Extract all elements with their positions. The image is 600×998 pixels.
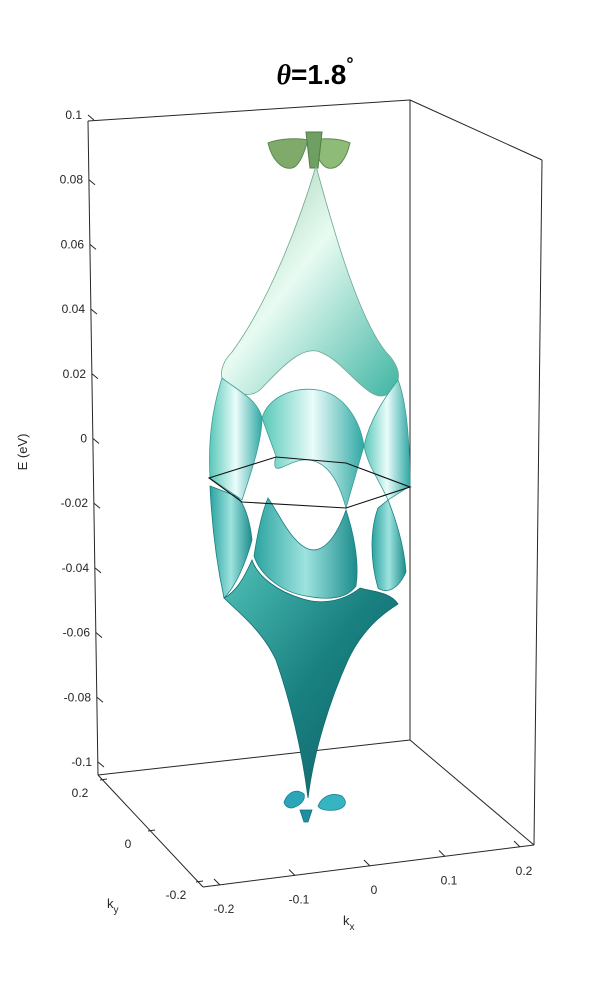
hexagon-outline: [207, 456, 412, 509]
title-unit: °: [346, 54, 353, 74]
y-tick-label: 0.2: [72, 786, 89, 800]
remote-band-bottom-center: [299, 809, 313, 823]
z-tick-mark: [97, 761, 105, 768]
x-axis-label-base: k: [343, 913, 350, 928]
z-tick-mark: [90, 308, 98, 315]
z-tick-label: -0.06: [63, 626, 91, 640]
y-axis-label-sub: y: [114, 905, 119, 916]
x-tick-label: -0.1: [289, 893, 310, 907]
x-tick-label: 0.1: [441, 874, 458, 888]
z-tick-label: -0.1: [71, 755, 92, 769]
z-tick-label: 0.1: [65, 108, 82, 122]
z-tick-label: 0.08: [60, 173, 84, 187]
upper-band-lobe-right: [363, 379, 411, 501]
z-tick-label: -0.04: [62, 561, 90, 575]
x-axis-label-sub: x: [350, 922, 355, 933]
box-edge-top-back: [87, 99, 411, 122]
x-axis: -0.2 -0.1 0 0.1 0.2: [213, 840, 533, 916]
box-edge-floor-front: [202, 844, 535, 888]
z-axis: 0.1 0.08 0.06 0.04 0.02 0 -0.02 -0.04 -0.06 -0.08…: [60, 108, 105, 769]
remote-band-center: [305, 131, 323, 169]
x-tick-label: 0: [371, 883, 378, 897]
z-tick-mark: [87, 114, 95, 121]
y-axis: 0.2 0 -0.2: [72, 778, 204, 902]
z-tick-label: 0.06: [61, 237, 85, 251]
lower-band-cone: [223, 558, 399, 799]
x-axis-label: kx: [343, 913, 355, 933]
z-tick-mark: [96, 696, 104, 703]
z-tick-mark: [93, 502, 101, 509]
z-tick-label: 0.04: [62, 302, 86, 316]
remote-band-left: [267, 138, 309, 169]
x-tick-label: -0.2: [214, 902, 235, 916]
z-tick-mark: [94, 567, 102, 574]
lower-band-lobe-left: [209, 485, 253, 599]
x-tick-label: 0.2: [516, 864, 533, 878]
box-edge-floor-right: [409, 739, 535, 846]
lower-band-lobe-center: [253, 497, 358, 599]
x-tick-mark: [513, 840, 521, 848]
x-tick-mark: [438, 850, 446, 857]
z-tick-mark: [92, 438, 100, 444]
z-tick-mark: [91, 373, 99, 380]
upper-band-lobe-left: [209, 377, 263, 501]
y-tick-label: 0: [125, 837, 132, 851]
box-edge-floor-back: [97, 739, 411, 776]
y-tick-mark: [195, 880, 204, 883]
lower-band-lobe-right: [371, 499, 407, 591]
title-value: =1.8: [291, 59, 346, 90]
box-edge-left-vertical: [87, 120, 99, 776]
x-tick-mark: [213, 878, 221, 886]
upper-band-surface: [209, 164, 411, 510]
z-tick-mark: [95, 632, 103, 638]
chart-title: θ=1.8°: [276, 54, 353, 91]
z-tick-label: 0.02: [63, 367, 87, 381]
y-tick-mark: [99, 778, 108, 781]
axes-box: [87, 99, 543, 888]
box-edge-top-right: [409, 99, 543, 161]
z-tick-label: -0.02: [61, 496, 89, 510]
box-edge-right-vertical: [533, 159, 543, 846]
y-tick-label: -0.2: [166, 888, 187, 902]
x-tick-mark: [288, 869, 296, 876]
x-tick-mark: [363, 859, 371, 867]
remote-lower-bands: [283, 790, 346, 823]
z-axis-label: E (eV): [15, 434, 30, 471]
remote-upper-bands: [267, 131, 351, 169]
remote-band-bottom-right: [317, 794, 346, 811]
z-tick-mark: [88, 179, 96, 186]
y-axis-label: ky: [107, 896, 119, 916]
upper-band-lobe-center: [261, 388, 365, 510]
remote-band-bottom-left: [283, 790, 305, 809]
z-tick-label: 0: [80, 432, 87, 446]
z-tick-mark: [89, 244, 97, 250]
y-axis-label-base: k: [107, 896, 114, 911]
y-tick-mark: [147, 829, 156, 832]
z-tick-label: -0.08: [64, 690, 92, 704]
lower-band-surface: [209, 485, 407, 799]
title-symbol: θ: [276, 60, 291, 91]
upper-band-cone: [221, 164, 399, 397]
